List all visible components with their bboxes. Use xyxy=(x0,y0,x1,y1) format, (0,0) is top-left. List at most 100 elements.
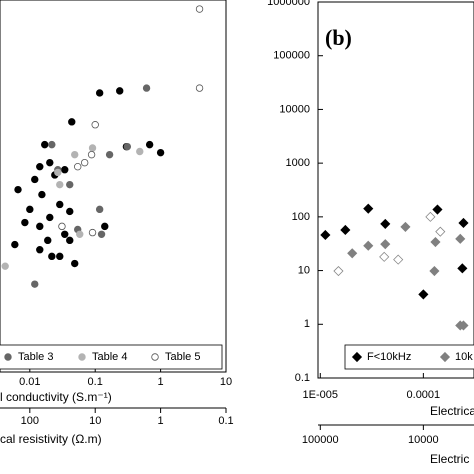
panel-label: (b) xyxy=(325,25,352,50)
legend-label: Table 3 xyxy=(18,351,53,363)
data-point xyxy=(66,236,74,245)
legend-box xyxy=(344,344,474,370)
data-point xyxy=(145,140,154,149)
data-point xyxy=(68,118,76,126)
legend-label: 10k xyxy=(455,351,473,363)
data-point xyxy=(333,265,344,277)
x2-tick-label: 1 xyxy=(158,415,164,427)
y-tick-label: 0.1 xyxy=(295,372,310,384)
data-point xyxy=(95,89,104,97)
data-point xyxy=(21,218,29,227)
data-point xyxy=(393,254,404,265)
x-tick-label: 0.0001 xyxy=(407,389,441,401)
data-point xyxy=(136,147,144,156)
data-point xyxy=(380,218,391,229)
data-point xyxy=(400,221,411,232)
y-tick-label: 1 xyxy=(304,318,310,330)
x2-tick-label: 100 xyxy=(21,415,39,427)
data-point xyxy=(425,211,436,222)
legend-marker xyxy=(151,353,159,361)
data-point xyxy=(418,289,429,300)
data-point xyxy=(95,205,104,214)
data-point xyxy=(379,251,390,262)
legend-marker xyxy=(4,353,12,361)
y-tick-label: 10 xyxy=(298,264,310,276)
data-point xyxy=(97,230,106,239)
data-point xyxy=(195,84,204,92)
legend-marker xyxy=(351,351,363,363)
plot-frame xyxy=(0,0,227,373)
legend-label: Table 5 xyxy=(165,351,200,363)
data-point xyxy=(46,158,54,167)
data-point xyxy=(458,320,469,331)
x2-tick-label: 100000 xyxy=(302,434,339,446)
data-point xyxy=(66,180,74,189)
data-point xyxy=(363,240,374,251)
data-point xyxy=(101,222,109,231)
data-point xyxy=(320,229,331,241)
data-point xyxy=(76,230,84,239)
data-point xyxy=(347,248,358,259)
x-tick-label: 1 xyxy=(158,376,164,388)
data-point xyxy=(156,148,165,157)
y-tick-label: 1000 xyxy=(286,157,310,169)
data-point xyxy=(87,150,96,159)
x-tick-label: 0.01 xyxy=(19,376,40,388)
data-point xyxy=(71,150,79,159)
data-point xyxy=(46,213,54,222)
legend-marker xyxy=(439,351,451,363)
data-point xyxy=(455,233,466,244)
data-point xyxy=(71,259,79,268)
x2-tick-label: 10000 xyxy=(408,434,439,446)
plot-frame xyxy=(317,1,474,379)
data-point xyxy=(48,140,56,149)
data-point xyxy=(457,263,468,274)
data-point xyxy=(74,162,82,171)
data-point xyxy=(26,205,34,214)
data-point xyxy=(91,121,99,129)
data-point xyxy=(14,185,22,194)
data-point xyxy=(41,140,49,149)
x-axis-label: Electrica xyxy=(430,404,474,418)
data-point xyxy=(88,144,97,152)
data-point xyxy=(458,217,469,229)
data-point xyxy=(363,203,374,214)
data-point xyxy=(61,166,69,174)
data-point xyxy=(429,265,440,277)
x2-axis-label: cal resistivity (Ω.m) xyxy=(0,432,102,446)
data-point xyxy=(88,228,97,237)
legend-label: Table 4 xyxy=(92,351,127,363)
x-tick-label: 1E-005 xyxy=(303,389,338,401)
data-point xyxy=(56,180,64,189)
y-tick-label: 10000 xyxy=(279,103,310,115)
data-point xyxy=(80,158,89,167)
data-point xyxy=(430,236,441,248)
data-point xyxy=(116,87,124,95)
data-point xyxy=(195,5,204,13)
legend-marker xyxy=(78,353,86,361)
y-tick-label: 100000 xyxy=(273,50,310,62)
data-point xyxy=(61,230,69,239)
data-point xyxy=(36,222,44,231)
data-point xyxy=(36,246,44,254)
data-point xyxy=(58,222,66,231)
data-point xyxy=(105,150,114,159)
data-point xyxy=(54,168,62,177)
data-point xyxy=(123,142,132,151)
data-point xyxy=(66,207,74,216)
data-point xyxy=(31,175,39,184)
x2-tick-label: 10 xyxy=(89,415,101,427)
x2-axis-label: Electric xyxy=(430,452,469,466)
y-tick-label: 1000000 xyxy=(267,0,310,8)
legend-label: F<10kHz xyxy=(367,351,411,363)
data-point xyxy=(1,262,9,270)
data-point xyxy=(38,190,46,199)
x-tick-label: 10 xyxy=(220,376,232,388)
legend-box xyxy=(0,344,223,370)
data-point xyxy=(31,280,39,288)
data-point xyxy=(11,240,19,249)
data-point xyxy=(36,162,44,171)
data-point xyxy=(432,204,443,215)
data-point xyxy=(380,239,391,250)
data-point xyxy=(340,224,351,236)
